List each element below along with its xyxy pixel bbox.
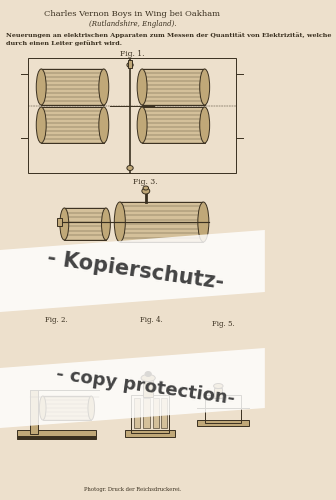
Bar bbox=[120, 202, 203, 242]
Ellipse shape bbox=[143, 186, 149, 190]
Ellipse shape bbox=[198, 202, 209, 242]
Ellipse shape bbox=[99, 69, 109, 105]
Text: Charles Vernon Boys in Wing bei Oakham: Charles Vernon Boys in Wing bei Oakham bbox=[44, 10, 220, 18]
Bar bbox=[43, 396, 91, 420]
Bar bbox=[143, 398, 150, 428]
Ellipse shape bbox=[137, 107, 147, 143]
Text: - Kopierschutz-: - Kopierschutz- bbox=[46, 248, 225, 292]
Bar bbox=[205, 395, 241, 423]
Ellipse shape bbox=[200, 107, 210, 143]
Ellipse shape bbox=[39, 396, 46, 420]
Bar bbox=[128, 60, 132, 68]
Bar bbox=[134, 398, 140, 428]
Ellipse shape bbox=[101, 208, 110, 240]
Ellipse shape bbox=[114, 202, 125, 242]
Bar bbox=[57, 218, 62, 226]
Text: Fig. 4.: Fig. 4. bbox=[140, 316, 163, 324]
Ellipse shape bbox=[137, 69, 147, 105]
Bar bbox=[41, 69, 104, 105]
Bar bbox=[143, 380, 153, 397]
Ellipse shape bbox=[88, 396, 94, 420]
Text: durch einen Leiter geführt wird.: durch einen Leiter geführt wird. bbox=[6, 40, 122, 46]
Text: (Rutlandshire, England).: (Rutlandshire, England). bbox=[89, 20, 176, 28]
Ellipse shape bbox=[36, 107, 46, 143]
Polygon shape bbox=[0, 230, 265, 312]
Ellipse shape bbox=[127, 62, 133, 68]
Text: Fig. 2.: Fig. 2. bbox=[45, 316, 68, 324]
Ellipse shape bbox=[200, 69, 210, 105]
Bar bbox=[28, 58, 237, 173]
Text: Fig. 1.: Fig. 1. bbox=[120, 50, 145, 58]
Bar bbox=[142, 69, 205, 105]
Ellipse shape bbox=[141, 374, 155, 382]
Ellipse shape bbox=[127, 166, 133, 170]
Polygon shape bbox=[0, 348, 265, 428]
Text: - copy protection-: - copy protection- bbox=[55, 366, 236, 408]
Ellipse shape bbox=[36, 69, 46, 105]
Bar bbox=[197, 420, 249, 426]
Bar bbox=[125, 430, 175, 437]
Bar bbox=[153, 398, 159, 428]
Ellipse shape bbox=[214, 384, 223, 388]
Bar bbox=[161, 398, 167, 428]
Ellipse shape bbox=[145, 372, 151, 376]
Bar bbox=[41, 107, 104, 143]
Ellipse shape bbox=[142, 188, 150, 194]
Text: Neuerungen an elektrischen Apparaten zum Messen der Quantität von Elektrizität, : Neuerungen an elektrischen Apparaten zum… bbox=[6, 32, 332, 38]
Bar bbox=[142, 107, 205, 143]
Bar bbox=[131, 395, 169, 433]
Bar bbox=[17, 436, 96, 439]
Text: Fig. 3.: Fig. 3. bbox=[133, 178, 158, 186]
Bar bbox=[64, 208, 106, 240]
Bar bbox=[214, 388, 222, 398]
Text: Fig. 5.: Fig. 5. bbox=[212, 320, 235, 328]
Text: Photogr. Druck der Reichsdruckerei.: Photogr. Druck der Reichsdruckerei. bbox=[84, 487, 181, 492]
Ellipse shape bbox=[99, 107, 109, 143]
Bar bbox=[17, 430, 96, 436]
Ellipse shape bbox=[60, 208, 69, 240]
Bar bbox=[30, 390, 38, 434]
